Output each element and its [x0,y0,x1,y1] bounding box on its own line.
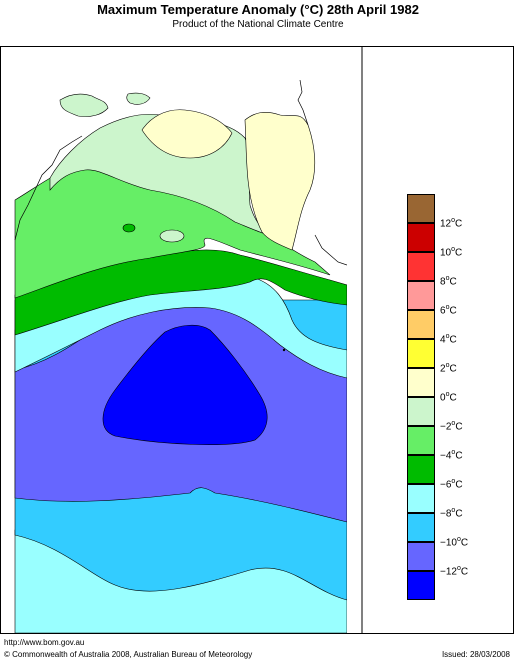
legend-label: 0oC [440,391,457,404]
legend-label: 12oC [440,217,463,230]
legend-label: −2oC [440,420,463,433]
zone-zero-arnhem [141,109,233,159]
footer-issued: Issued: 28/03/2008 [441,650,510,659]
map-subtitle: Product of the National Climate Centre [172,19,344,30]
legend-label: 8oC [440,275,457,288]
legend-label: −4oC [440,449,463,462]
map-frame [0,46,514,634]
zone-minus2-patch [159,229,185,243]
legend-swatch [407,542,435,571]
legend-swatch [407,339,435,368]
legend-swatch [407,281,435,310]
legend-label: −6oC [440,478,463,491]
zone-below-minus12 [102,324,268,445]
legend-swatch [407,223,435,252]
legend-swatch [407,368,435,397]
footer-copyright: © Commonwealth of Australia 2008, Austra… [4,650,253,659]
legend-swatch [407,397,435,426]
zone-zero-east [244,111,316,251]
legend-label: −12oC [440,565,469,578]
footer-url[interactable]: http://www.bom.gov.au [4,638,85,647]
legend-swatch [407,252,435,281]
island-bathurst [59,93,109,117]
legend-swatch [407,571,435,600]
island-small [126,92,151,105]
legend-swatch [407,426,435,455]
legend-label: 2oC [440,362,457,375]
legend-label: −10oC [440,536,469,549]
coastline-east [297,79,347,266]
legend-swatch [407,513,435,542]
legend-swatch [407,310,435,339]
legend-label: 4oC [440,333,457,346]
tiny-island [282,348,286,352]
legend-label: 10oC [440,246,463,259]
zone-minus6-patch [122,223,136,233]
legend-swatch [407,484,435,513]
legend-swatch [407,455,435,484]
legend-swatch [407,194,435,223]
coastline-west [14,135,83,241]
legend-label: −8oC [440,507,463,520]
map-title: Maximum Temperature Anomaly (°C) 28th Ap… [97,2,419,17]
legend-label: 6oC [440,304,457,317]
